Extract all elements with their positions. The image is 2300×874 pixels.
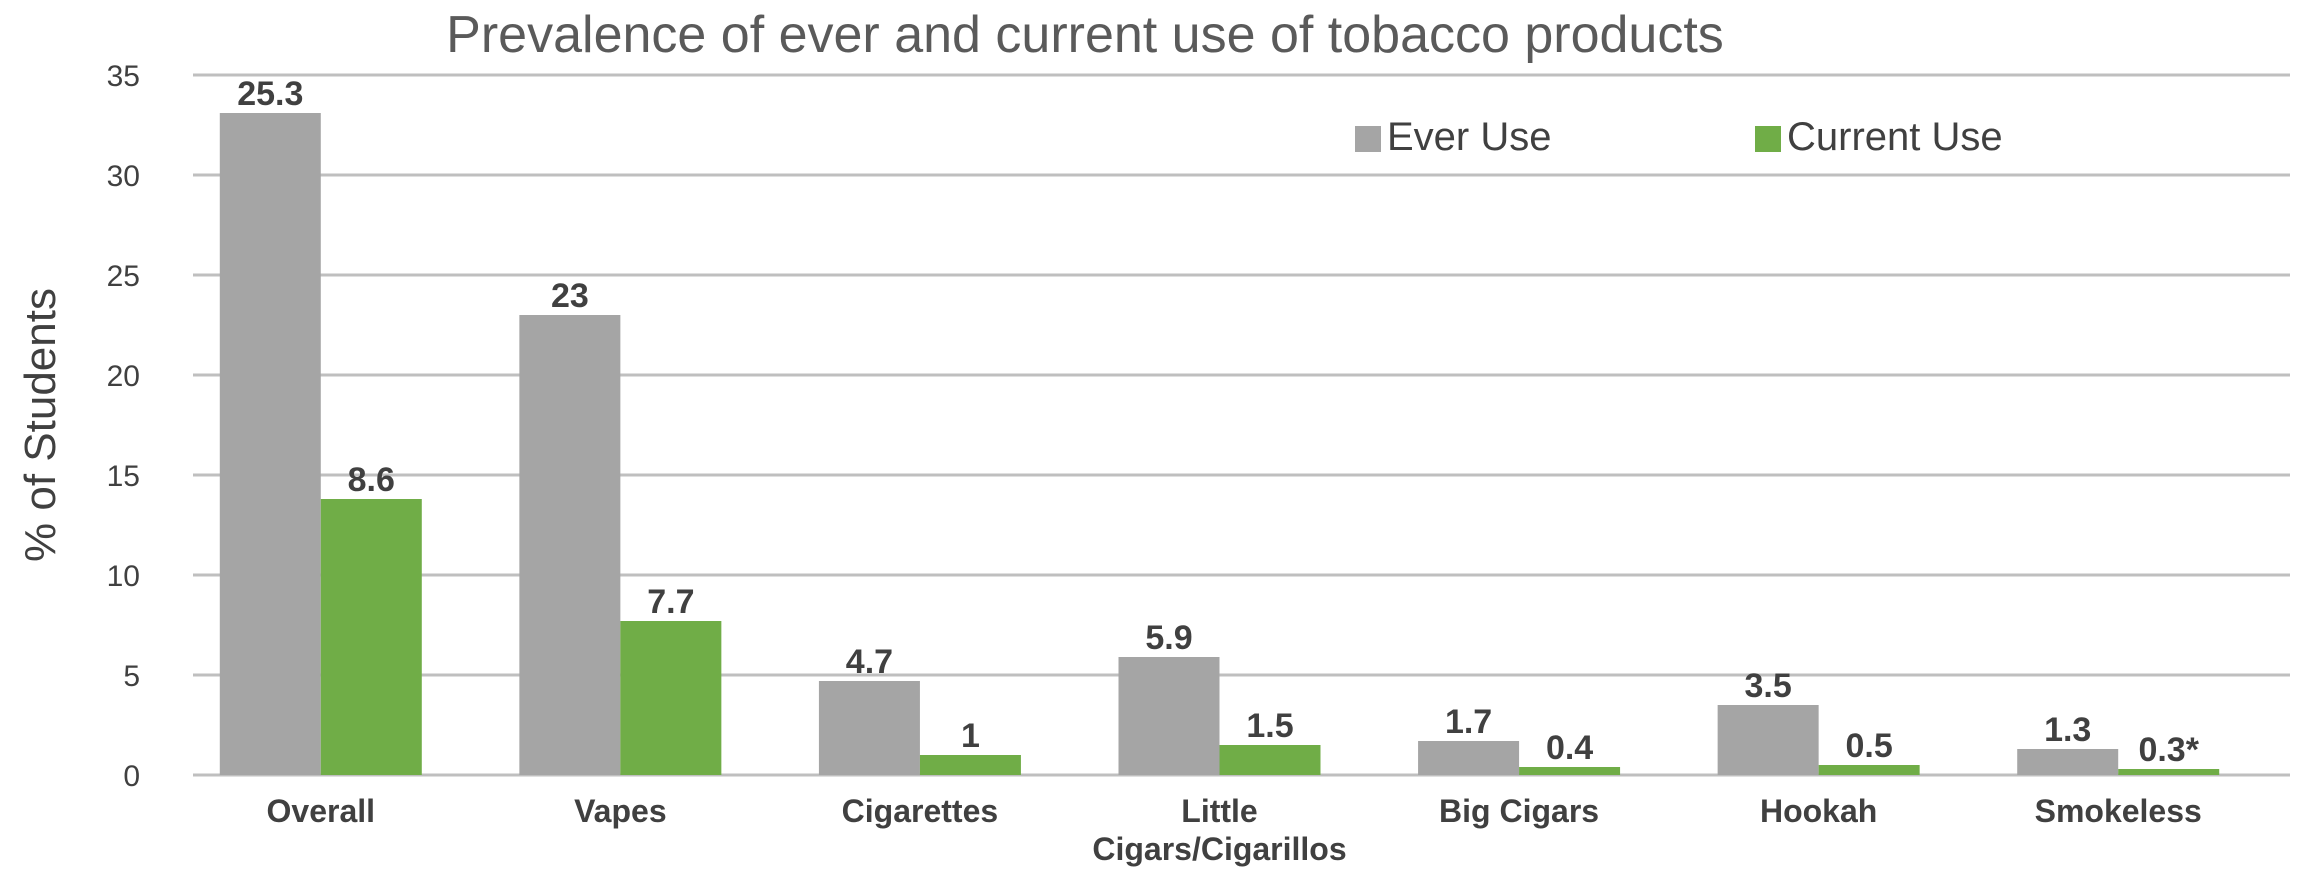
x-tick-label: Big Cigars: [1439, 793, 1599, 829]
ever-use-data-label: 25.3: [237, 75, 303, 113]
current-use-data-label: 8.6: [348, 461, 395, 499]
current-use-bar: [1219, 745, 1321, 775]
ever-use-bar: [1717, 705, 1819, 775]
y-tick-label: 35: [107, 60, 140, 93]
current-use-bar: [620, 621, 722, 775]
legend-swatch: [1355, 126, 1381, 152]
legend-label: Current Use: [1787, 115, 2003, 159]
ever-use-data-label: 3.5: [1745, 667, 1792, 705]
ever-use-data-label: 4.7: [846, 643, 893, 681]
current-use-data-label: 0.3*: [2138, 731, 2199, 769]
current-use-bar: [919, 755, 1021, 775]
y-tick-label: 0: [123, 760, 140, 793]
x-axis-ticks: Overall Vapes Cigarettes Little Cigars/Cigar…: [267, 793, 2202, 867]
current-use-data-label: 0.5: [1846, 727, 1893, 765]
current-use-data-label: 1.5: [1246, 707, 1293, 745]
y-tick-label: 10: [107, 560, 140, 593]
current-use-bar: [2118, 769, 2220, 775]
current-use-data-label: 0.4: [1546, 729, 1593, 767]
data-labels: 25.3 8.6 23 7.7 4.7 1 5.9 1.5 1.7 0.4 3.5 0.5 1.3 0.3…: [237, 75, 2200, 769]
x-tick-label-line: Vapes: [574, 793, 667, 829]
y-tick-label: 15: [107, 460, 140, 493]
ever-use-data-label: 1.7: [1445, 703, 1492, 741]
y-tick-label: 30: [107, 160, 140, 193]
ever-use-bar: [519, 315, 621, 775]
x-tick-label-line: Cigars/Cigarillos: [1092, 831, 1346, 867]
legend-label: Ever Use: [1387, 115, 1552, 159]
x-tick-label-line: Cigarettes: [842, 793, 999, 829]
current-use-bar: [320, 499, 422, 775]
x-tick-label: Little Cigars/Cigarillos: [1092, 793, 1346, 867]
x-tick-label: Overall: [267, 793, 376, 829]
x-tick-label-line: Overall: [267, 793, 376, 829]
x-tick-label-line: Big Cigars: [1439, 793, 1599, 829]
ever-use-data-label: 5.9: [1145, 619, 1192, 657]
legend: Ever Use Current Use: [1355, 115, 2003, 159]
y-axis-ticks: 0 5 10 15 20 25 30 35: [107, 60, 140, 793]
ever-use-bar: [818, 681, 920, 775]
x-tick-label-line: Little: [1181, 793, 1257, 829]
ever-use-bar: [1118, 657, 1220, 775]
x-tick-label-line: Hookah: [1760, 793, 1877, 829]
y-tick-label: 20: [107, 360, 140, 393]
gridlines: [193, 73, 2290, 777]
x-tick-label: Smokeless: [2035, 793, 2202, 829]
ever-use-data-label: 23: [551, 277, 589, 315]
legend-swatch: [1755, 126, 1781, 152]
x-tick-label: Cigarettes: [842, 793, 999, 829]
y-tick-label: 25: [107, 260, 140, 293]
ever-use-data-label: 1.3: [2044, 711, 2091, 749]
current-use-bar: [1519, 767, 1621, 775]
x-tick-label-line: Smokeless: [2035, 793, 2202, 829]
ever-use-bar: [1418, 741, 1520, 775]
ever-use-bar: [219, 113, 321, 775]
x-tick-label: Hookah: [1760, 793, 1877, 829]
chart-title: Prevalence of ever and current use of to…: [446, 6, 1724, 64]
current-use-bar: [1818, 765, 1920, 775]
y-axis-label: % of Students: [16, 288, 65, 562]
bars: [219, 113, 2220, 775]
current-use-data-label: 7.7: [647, 583, 694, 621]
y-tick-label: 5: [123, 660, 140, 693]
x-tick-label: Vapes: [574, 793, 667, 829]
current-use-data-label: 1: [961, 717, 980, 755]
ever-use-bar: [2017, 749, 2119, 775]
